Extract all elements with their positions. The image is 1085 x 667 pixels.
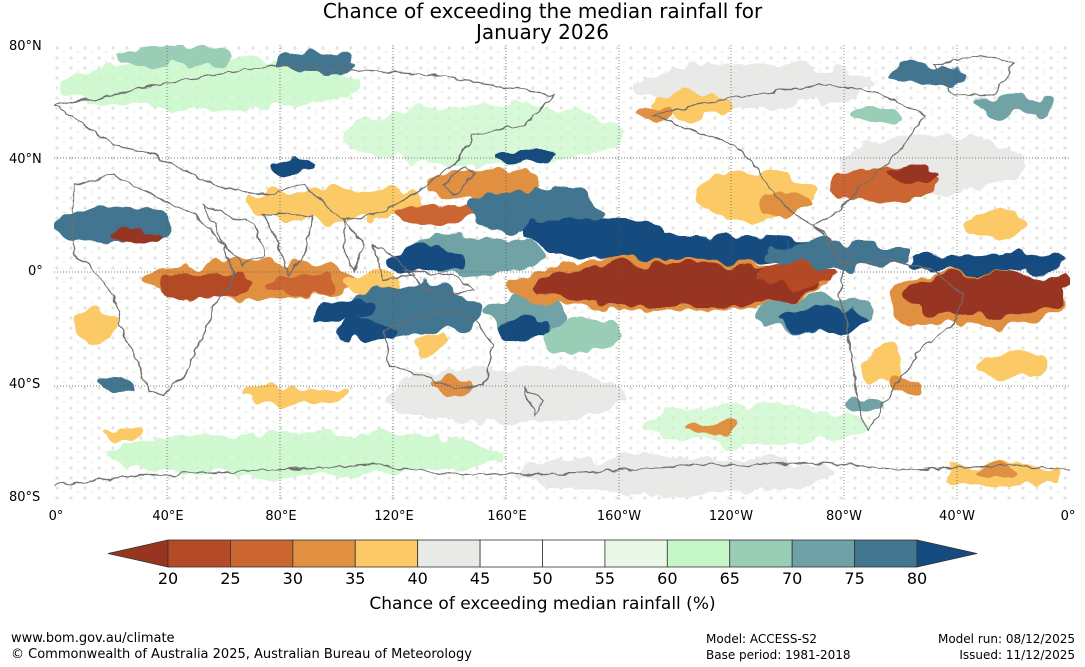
lon-label-40w: 40°W xyxy=(939,509,975,524)
probability-regions xyxy=(54,47,1070,493)
footer-copyright: © Commonwealth of Australia 2025, Austra… xyxy=(11,647,472,662)
colorbar-tick-label: 70 xyxy=(781,569,803,588)
colorbar-bin-c40_45 xyxy=(417,539,481,568)
colorbar-tick-label: 65 xyxy=(719,569,740,588)
colorbar-bin-c30_35 xyxy=(292,539,356,568)
colorbar-tick-label: 75 xyxy=(844,569,865,588)
lon-label-40e: 40°E xyxy=(152,509,184,524)
colorbar-bin-c25_30 xyxy=(230,539,294,568)
lon-label-80w: 80°W xyxy=(826,509,862,524)
lat-label-40n: 40°N xyxy=(9,152,42,167)
colorbar-bin-c45_50 xyxy=(479,539,543,568)
lon-label-120e: 120°E xyxy=(374,509,414,524)
lat-label-80s: 80°S xyxy=(9,490,41,505)
footer-model-run: Model run: 08/12/2025 xyxy=(937,632,1075,646)
colorbar-tick-label: 30 xyxy=(282,569,304,588)
footer-model: Model: ACCESS-S2 xyxy=(706,632,818,646)
colorbar-tick-label: 60 xyxy=(657,569,678,588)
lat-label-80n: 80°N xyxy=(9,39,42,54)
colorbar-tick-label: 40 xyxy=(407,569,428,588)
colorbar-bin-c55_60 xyxy=(604,539,668,568)
lon-label-0: 0° xyxy=(48,509,64,524)
lon-label-80e: 80°E xyxy=(265,509,297,524)
colorbar-tick-label: 35 xyxy=(345,569,366,588)
lon-label-120w: 120°W xyxy=(708,509,754,524)
colorbar-tick-label: 80 xyxy=(906,569,928,588)
colorbar-bin-c50_55 xyxy=(542,539,606,568)
map-title-line1: Chance of exceeding the median rainfall … xyxy=(322,0,763,23)
colorbar-bin-c20_25 xyxy=(167,539,231,568)
lat-label-equator: 0° xyxy=(28,264,43,279)
colorbar-tick-label: 45 xyxy=(469,569,491,588)
colorbar-tick-label: 50 xyxy=(532,569,553,588)
coastlines xyxy=(54,54,1070,486)
colorbar-bin-c70_75 xyxy=(791,539,855,568)
lat-label-40s: 40°S xyxy=(9,377,41,392)
colorbar-bin-c65_70 xyxy=(729,539,793,568)
map-title-line2: January 2026 xyxy=(475,20,610,44)
lon-label-160e: 160°E xyxy=(487,509,527,524)
rainfall-probability-map xyxy=(54,45,1070,500)
lon-label-0-east: 0° xyxy=(1060,509,1076,524)
lon-label-160w: 160°W xyxy=(596,509,642,524)
colorbar-bin-c60_65 xyxy=(666,539,731,568)
colorbar-tick-label: 25 xyxy=(220,569,241,588)
colorbar-bin-c35_40 xyxy=(354,539,419,568)
footer-issued: Issued: 11/12/2025 xyxy=(959,648,1075,662)
footer-url: www.bom.gov.au/climate xyxy=(11,631,175,646)
colorbar-tick-label: 55 xyxy=(594,569,616,588)
colorbar-label: Chance of exceeding median rainfall (%) xyxy=(369,594,716,614)
graticule xyxy=(54,45,1070,500)
colorbar-extend-above xyxy=(916,539,978,568)
footer-base-period: Base period: 1981-2018 xyxy=(706,648,851,662)
colorbar-bin-c75_80 xyxy=(854,539,918,568)
colorbar-tick-label: 20 xyxy=(157,569,179,588)
colorbar-extend-below xyxy=(107,539,169,568)
